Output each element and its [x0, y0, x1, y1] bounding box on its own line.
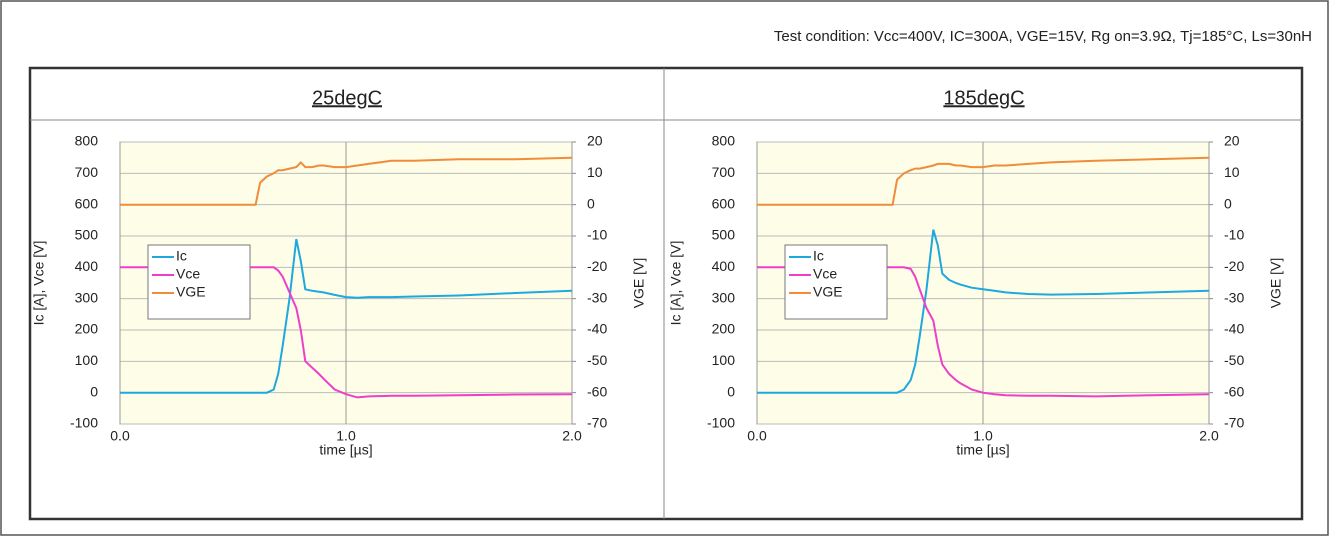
y2-tick-label: -10: [587, 227, 607, 243]
series-line: [757, 156, 1210, 206]
x-tick-label: 2.0: [1199, 428, 1219, 444]
series-line: [120, 266, 573, 399]
panel-frame: [28, 66, 1304, 521]
y2-tick-label: 20: [587, 133, 603, 149]
x-tick-label: 1.0: [336, 428, 356, 444]
y-tick-label: 0: [727, 383, 735, 399]
legend-label: Ic: [813, 248, 824, 264]
y-tick-label: 600: [712, 195, 736, 211]
y2-tick-label: -10: [1224, 227, 1244, 243]
series-line: [120, 238, 573, 394]
x-tick-label: 2.0: [562, 428, 582, 444]
y2-tick-label: 20: [1224, 133, 1240, 149]
y2-tick-label: -50: [587, 352, 607, 368]
legend-label: VGE: [176, 284, 206, 300]
y-tick-label: 800: [712, 133, 736, 149]
y-tick-label: 200: [712, 321, 736, 337]
y2-tick-label: -30: [587, 289, 607, 305]
x-axis-label: time [µs]: [319, 442, 372, 458]
y-tick-label: -100: [70, 415, 98, 431]
y-tick-label: -100: [707, 415, 735, 431]
y-tick-label: 400: [712, 258, 736, 274]
y2-tick-label: 0: [1224, 195, 1232, 211]
y2-tick-label: 10: [587, 164, 603, 180]
y2-tick-label: -30: [1224, 289, 1244, 305]
y-tick-label: 200: [75, 321, 99, 337]
legend-label: Vce: [176, 266, 200, 282]
y2-tick-label: -70: [587, 415, 607, 431]
series-line: [757, 266, 1210, 398]
y-tick-label: 800: [75, 133, 99, 149]
series-line: [120, 156, 573, 206]
chart-title: 185degC: [943, 87, 1024, 109]
chart-title: 25degC: [312, 87, 382, 109]
y2-tick-label: -60: [587, 383, 607, 399]
y2-tick-label: -70: [1224, 415, 1244, 431]
x-tick-label: 0.0: [110, 428, 130, 444]
y2-tick-label: -40: [1224, 321, 1244, 337]
y2-axis-label: VGE [V]: [1268, 258, 1284, 309]
x-axis-label: time [µs]: [956, 442, 1009, 458]
y-tick-label: 400: [75, 258, 99, 274]
y-tick-label: 600: [75, 195, 99, 211]
y-tick-label: 500: [712, 227, 736, 243]
y2-axis-label: VGE [V]: [631, 258, 647, 309]
y2-tick-label: -40: [587, 321, 607, 337]
y2-tick-label: -20: [1224, 258, 1244, 274]
y-axis-label: Ic [A], Vce [V]: [31, 241, 47, 326]
x-tick-label: 0.0: [747, 428, 767, 444]
test-condition: Test condition: Vcc=400V, IC=300A, VGE=1…: [774, 28, 1312, 45]
y-axis-label: Ic [A], Vce [V]: [668, 241, 684, 326]
x-tick-label: 1.0: [973, 428, 993, 444]
y-tick-label: 0: [90, 383, 98, 399]
y-tick-label: 300: [712, 289, 736, 305]
y-tick-label: 700: [712, 164, 736, 180]
y2-tick-label: 10: [1224, 164, 1240, 180]
y2-tick-label: 0: [587, 195, 595, 211]
y-tick-label: 300: [75, 289, 99, 305]
y-tick-label: 100: [75, 352, 99, 368]
y2-tick-label: -60: [1224, 383, 1244, 399]
y-tick-label: 500: [75, 227, 99, 243]
y-tick-label: 700: [75, 164, 99, 180]
y2-tick-label: -20: [587, 258, 607, 274]
legend-label: VGE: [813, 284, 843, 300]
y-tick-label: 100: [712, 352, 736, 368]
legend-label: Ic: [176, 248, 187, 264]
series-line: [757, 229, 1210, 394]
legend-label: Vce: [813, 266, 837, 282]
y2-tick-label: -50: [1224, 352, 1244, 368]
